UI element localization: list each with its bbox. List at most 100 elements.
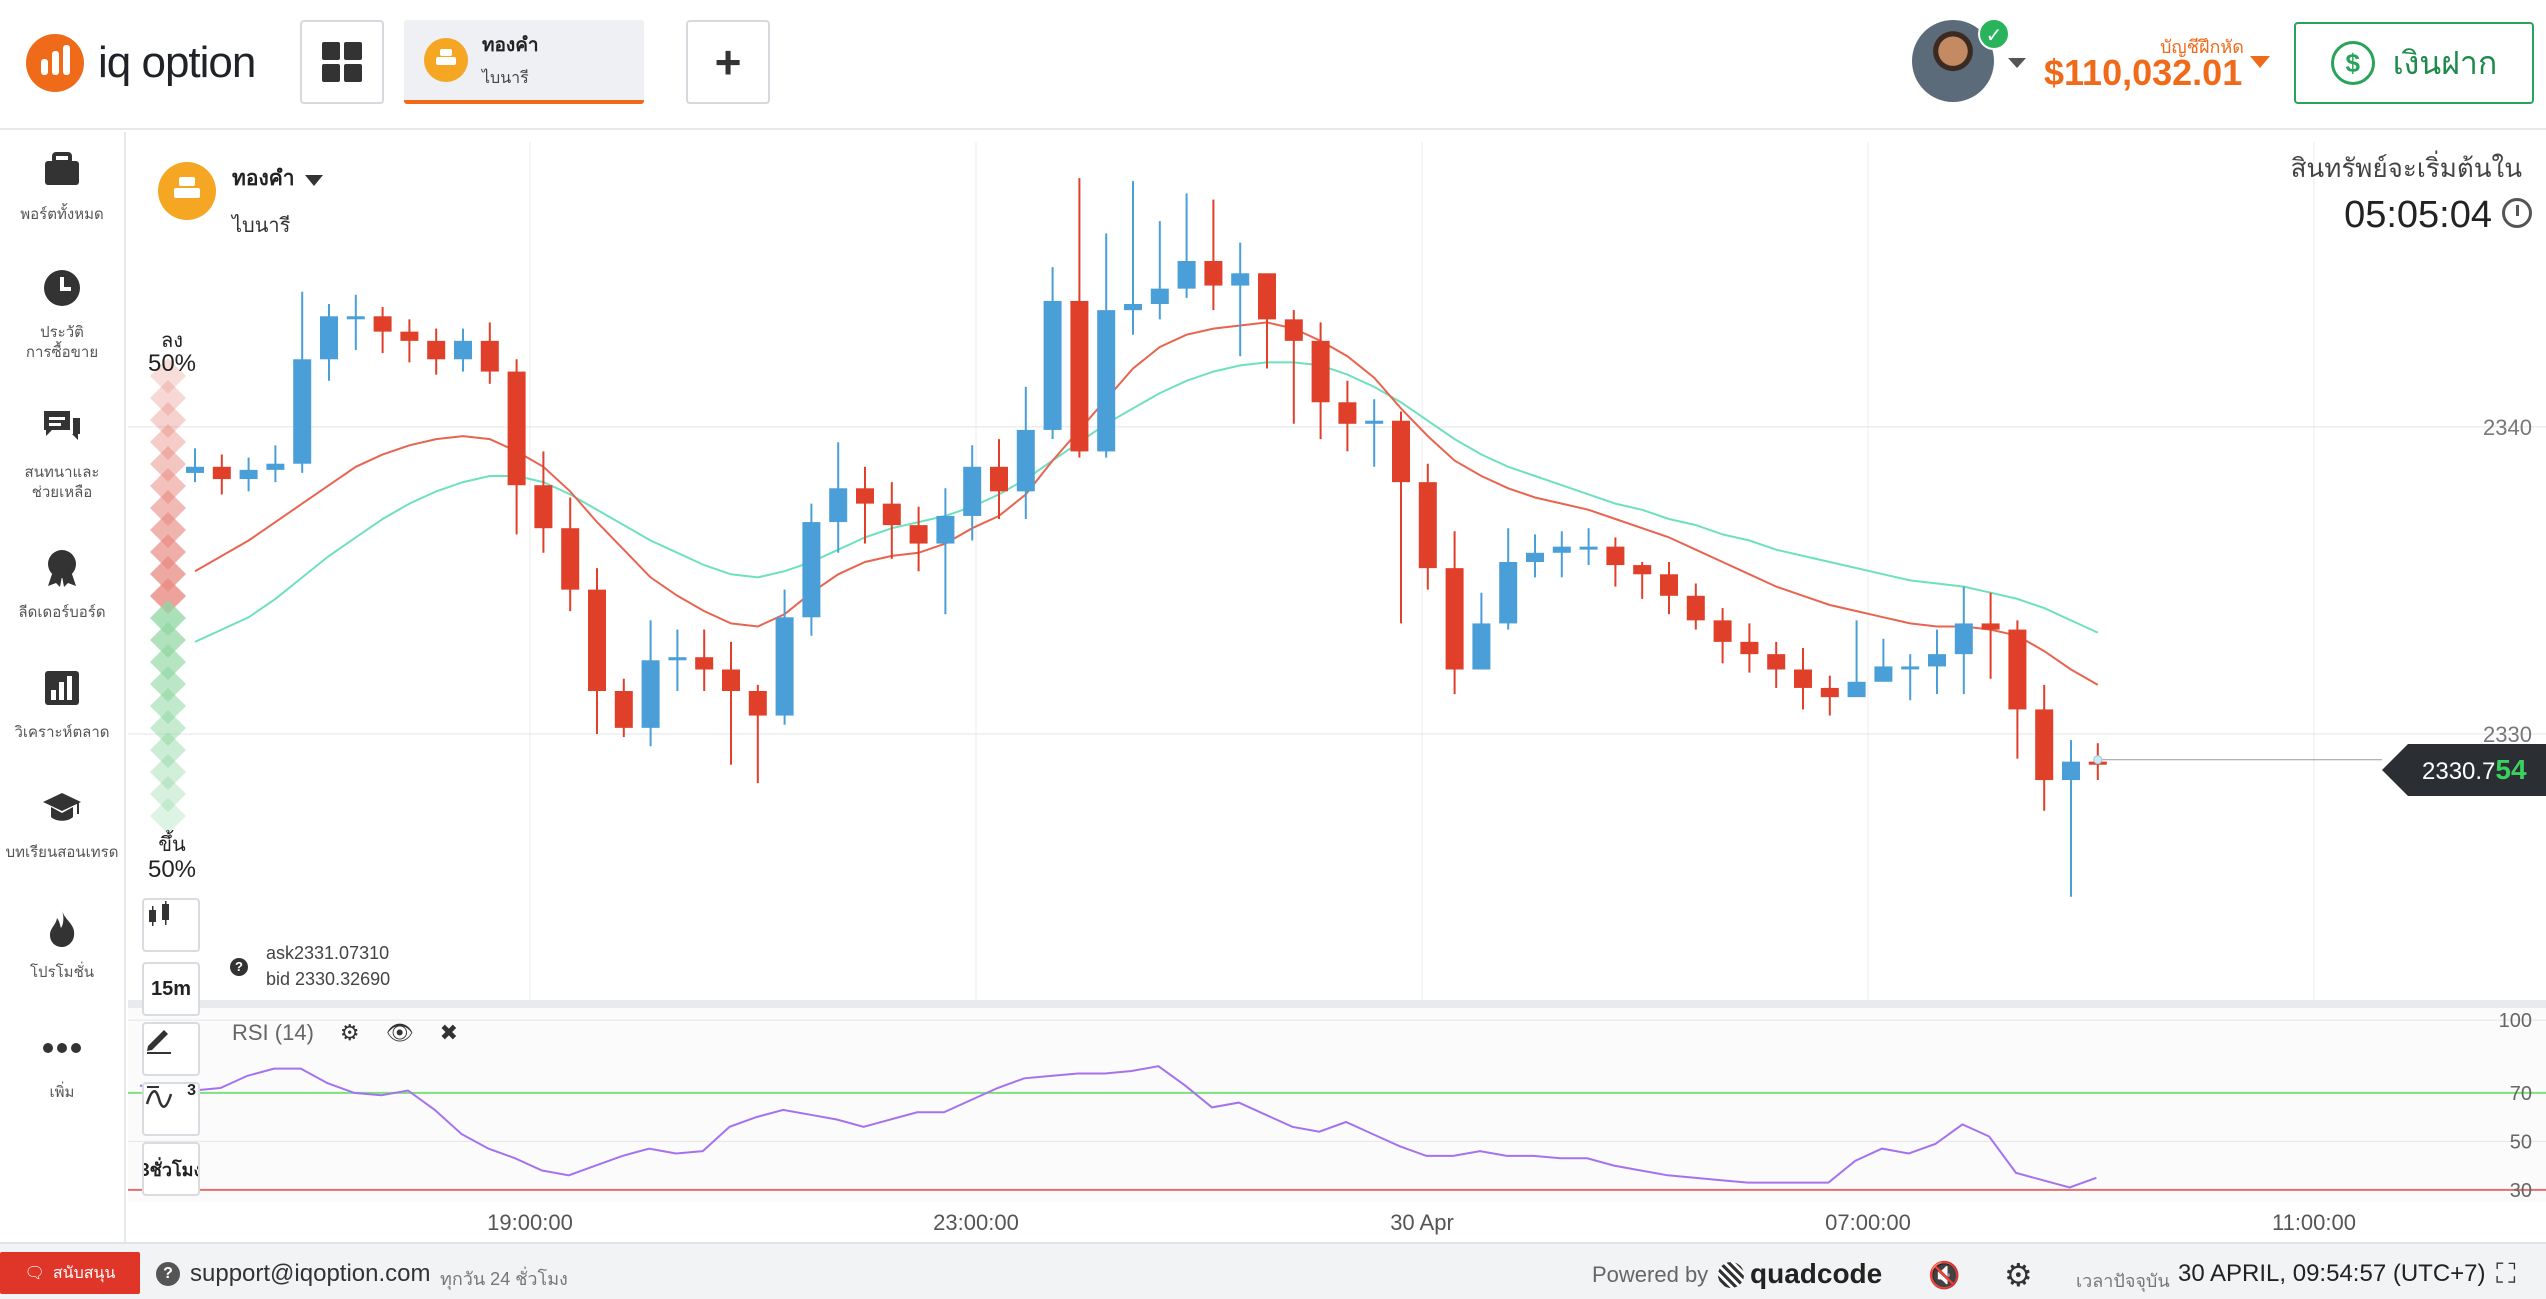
sentiment-up-mark xyxy=(150,754,186,790)
sidebar-item-history[interactable]: ประวัติ การซื้อขาย xyxy=(0,268,124,363)
candle xyxy=(882,482,901,559)
account-chevron-down-icon[interactable] xyxy=(2250,56,2270,68)
current-price-highlight: 54 xyxy=(2495,754,2527,785)
sentiment-down-pct: 50% xyxy=(147,350,197,377)
indicators-button[interactable]: 3 xyxy=(142,1082,200,1136)
sidebar-item-promotions[interactable]: โปรโมชั่น xyxy=(0,908,124,983)
candle-body xyxy=(695,657,714,670)
price-chart[interactable]: 19:00:00 23:00:00 30 Apr 07:00:00 11:00:00 23… xyxy=(128,132,2546,1242)
candle xyxy=(2062,740,2080,897)
gear-icon[interactable]: ⚙ xyxy=(339,1020,360,1045)
candle-body xyxy=(1418,482,1437,569)
candle xyxy=(561,497,580,612)
candle xyxy=(212,454,231,495)
sidebar-item-leaderboard[interactable]: ลีดเดอร์บอร์ด xyxy=(0,548,124,623)
chart-asset-selector[interactable]: ทองคำ ไบนารี xyxy=(158,162,323,241)
candle xyxy=(1016,386,1035,519)
chart-asset-type: ไบนารี xyxy=(232,215,291,237)
candle-body xyxy=(1258,273,1276,320)
candle xyxy=(990,439,1008,519)
candle-body xyxy=(1901,666,1920,670)
account-balance[interactable]: $110,032.01 xyxy=(2044,52,2243,93)
rsi-level-label: 70 xyxy=(2510,1083,2532,1105)
candle xyxy=(1338,380,1357,452)
candle-body xyxy=(2035,709,2054,781)
sentiment-down-mark xyxy=(150,424,186,460)
sentiment-down-mark xyxy=(150,358,186,394)
sidebar-item-chat[interactable]: สนทนาและ ช่วยเหลือ xyxy=(0,408,124,503)
candle xyxy=(1445,531,1464,695)
more-icon xyxy=(43,1043,81,1053)
plus-icon: + xyxy=(714,36,742,88)
x-tick-label: 07:00:00 xyxy=(1825,1210,1911,1235)
candle xyxy=(1901,654,1920,701)
profile-chevron-down-icon[interactable] xyxy=(2008,58,2026,68)
candle-body xyxy=(1874,666,1893,682)
pencil-icon xyxy=(147,1030,171,1054)
sidebar-item-portfolio[interactable]: พอร์ตทั้งหมด xyxy=(0,150,124,225)
deposit-button[interactable]: $ เงินฝาก xyxy=(2294,22,2534,104)
logo[interactable]: iq option xyxy=(26,34,256,92)
candle xyxy=(1981,592,2000,679)
support-button[interactable]: 🗨 สนับสนุน xyxy=(0,1252,140,1294)
support-hours: ทุกวัน 24 ชั่วโมง xyxy=(440,1269,568,1289)
duration-button[interactable]: 3ชั่วโมง xyxy=(142,1142,200,1196)
candle-body xyxy=(1740,641,1759,655)
candle-body xyxy=(1954,623,1973,655)
sentiment-down-label: ลง xyxy=(160,330,184,352)
candle-body xyxy=(1686,595,1705,621)
drawing-tools-button[interactable] xyxy=(142,1022,200,1076)
candle xyxy=(1043,267,1062,440)
candle-body xyxy=(1526,552,1544,562)
sidebar-item-label: วิเคราะห์ตลาด xyxy=(14,724,110,741)
mute-icon[interactable]: 🔇 xyxy=(1928,1260,1961,1290)
candle xyxy=(1686,583,1705,630)
fullscreen-icon[interactable]: ⛶ xyxy=(2496,1258,2516,1289)
candle-body xyxy=(856,488,874,504)
sidebar-item-label: บทเรียนสอนเทรด xyxy=(5,844,119,861)
chevron-down-icon xyxy=(304,175,323,187)
candle-body xyxy=(936,515,955,544)
help-icon[interactable]: ? xyxy=(156,1262,180,1286)
candle xyxy=(856,466,874,544)
sidebar-item-more[interactable]: เพิ่ม xyxy=(0,1028,124,1103)
indicator-count-badge: 3 xyxy=(187,1082,196,1099)
candle-body xyxy=(1552,546,1571,553)
timeframe-button[interactable]: 15m xyxy=(142,962,200,1016)
sidebar-item-market-analysis[interactable]: วิเคราะห์ตลาด xyxy=(0,668,124,743)
quadcode-brand[interactable]: quadcode xyxy=(1750,1258,1883,1289)
briefcase-icon xyxy=(45,152,79,185)
bid-price: bid 2330.32690 xyxy=(266,969,391,989)
current-price-dot xyxy=(2093,755,2103,765)
candle-body xyxy=(748,691,767,716)
candle-body xyxy=(990,466,1008,492)
asset-grid-button[interactable] xyxy=(300,20,384,104)
candle-body xyxy=(882,503,901,526)
add-tab-button[interactable]: + xyxy=(686,20,770,104)
candle-body xyxy=(1097,310,1116,452)
candle-body xyxy=(507,371,526,486)
chart-type-button[interactable] xyxy=(142,898,200,952)
candle xyxy=(454,328,472,372)
help-icon[interactable]: ? xyxy=(230,958,248,976)
candle-body xyxy=(534,485,553,529)
candle-body xyxy=(1981,623,2000,630)
candle-body xyxy=(1928,654,1946,667)
candle xyxy=(1231,242,1250,357)
close-icon[interactable]: ✖ xyxy=(439,1020,459,1045)
medal-icon xyxy=(48,550,76,587)
support-email[interactable]: support@iqoption.com xyxy=(190,1260,431,1287)
candle-body xyxy=(1070,300,1089,452)
grid-icon xyxy=(322,42,362,82)
sentiment-down-mark xyxy=(150,380,186,416)
sidebar-item-tutorials[interactable]: บทเรียนสอนเทรด xyxy=(0,788,124,863)
asset-tab-gold[interactable]: ทองคำ ไบนารี xyxy=(404,20,644,104)
dollar-refresh-icon: $ xyxy=(2330,41,2375,85)
chart-area[interactable]: 19:00:00 23:00:00 30 Apr 07:00:00 11:00:00 23… xyxy=(128,132,2546,1242)
candle xyxy=(1552,531,1571,578)
eye-icon[interactable]: 👁 xyxy=(385,1020,414,1045)
candle-body xyxy=(212,466,231,480)
account-type-label[interactable]: บัญชีฝึกหัด xyxy=(2160,37,2244,57)
gear-icon[interactable]: ⚙ xyxy=(2004,1257,2033,1293)
